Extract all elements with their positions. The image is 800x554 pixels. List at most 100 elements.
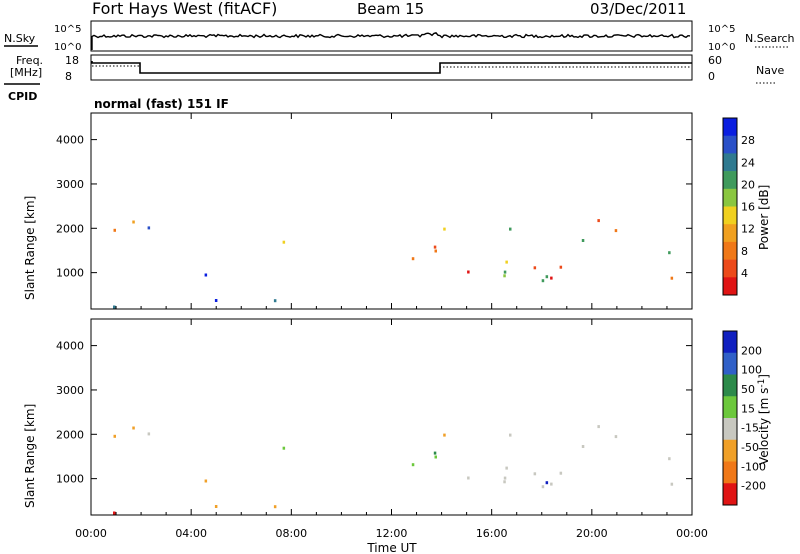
velocity-cell — [434, 455, 437, 459]
velocity-cell — [533, 472, 537, 476]
y-tick-label: 2000 — [56, 222, 84, 235]
velocity-cell — [670, 482, 674, 486]
velocity-cell — [503, 476, 507, 480]
power-cell — [509, 227, 512, 231]
velocity-cell — [273, 505, 277, 509]
freq-panel: Freq. [MHz] 18 8 60 0 Nave — [10, 54, 784, 84]
colorbar-tick-label: 20 — [741, 178, 755, 191]
x-tick-label: 20:00 — [576, 527, 608, 540]
nsky-tick-top: 10^5 — [54, 24, 81, 35]
nsky-label: N.Sky — [4, 32, 36, 45]
colorbar-tick-label: 8 — [741, 245, 748, 258]
colorbar-segment — [723, 259, 737, 278]
colorbar-segment — [723, 331, 737, 354]
colorbar-segment — [723, 277, 737, 296]
x-tick-label: 00:00 — [676, 527, 708, 540]
x-tick-label: 12:00 — [376, 527, 408, 540]
power-cell — [443, 227, 446, 231]
colorbar-segment — [723, 241, 737, 260]
x-tick-label: 04:00 — [175, 527, 207, 540]
nsearch-label: N.Search — [745, 32, 795, 45]
colorbar-segment — [723, 352, 737, 375]
colorbar-frame — [722, 330, 738, 506]
colorbar-tick-label: 28 — [741, 134, 755, 147]
power-cell — [503, 274, 506, 278]
freq-label-line1: Freq. — [16, 54, 43, 67]
x-tick-label: 00:00 — [75, 527, 107, 540]
x-tick-label: 08:00 — [275, 527, 307, 540]
velocity-cell — [668, 457, 671, 461]
power-colorbar-label: Power [dB] — [757, 185, 771, 250]
velocity-cell — [204, 479, 208, 483]
power-cell — [132, 220, 135, 224]
colorbar-segment — [723, 483, 737, 506]
colorbar-tick-label: -100 — [741, 460, 766, 473]
date-title: 03/Dec/2011 — [590, 0, 686, 18]
velocity-cell — [541, 485, 545, 489]
cpid-label: CPID — [8, 90, 37, 103]
nave-tick-top: 60 — [708, 54, 722, 67]
power-cell — [550, 276, 553, 280]
power-echo-cells — [113, 219, 674, 309]
power-cell — [113, 228, 116, 232]
colorbar-segment — [723, 439, 737, 462]
power-cell — [433, 245, 437, 249]
velocity-xticks: 00:00 04:00 08:00 12:00 16:00 20:00 00:00 — [75, 319, 708, 540]
velocity-colorbar-label: Velocity [m s-1] — [757, 374, 771, 465]
colorbar-segment — [723, 461, 737, 484]
colorbar-segment — [723, 224, 737, 243]
power-cell — [113, 305, 116, 309]
velocity-cell — [132, 426, 135, 430]
y-tick-label: 4000 — [56, 340, 84, 353]
velocity-cell — [113, 511, 116, 515]
colorbar-tick-label: 16 — [741, 201, 755, 214]
power-colorbar: 28 24 20 16 12 8 4 — [722, 117, 755, 296]
power-cell — [614, 229, 618, 233]
velocity-cell — [581, 445, 585, 448]
freq-label-line2: [MHz] — [10, 66, 42, 79]
colorbar-tick-label: -15 — [741, 422, 759, 435]
velocity-ylabel: Slant Range [km] — [23, 404, 37, 508]
station-title: Fort Hays West (fitACF) — [92, 0, 277, 18]
time-axis-label: Time UT — [366, 541, 417, 554]
velocity-cell — [503, 480, 506, 484]
power-cell — [505, 260, 508, 264]
power-cell — [503, 270, 507, 274]
colorbar-segment — [723, 118, 737, 136]
power-cell — [545, 275, 549, 279]
noise-panel-frame — [90, 20, 693, 52]
velocity-cell — [433, 451, 437, 455]
colorbar-tick-label: 4 — [741, 267, 748, 280]
colorbar-segment — [723, 418, 737, 441]
velocity-panel-frame — [90, 318, 693, 516]
beam-title: Beam 15 — [357, 0, 424, 18]
colorbar-tick-label: 100 — [741, 364, 762, 377]
power-cell — [559, 265, 563, 269]
colorbar-segment — [723, 153, 737, 172]
power-cell — [533, 266, 537, 270]
y-tick-label: 2000 — [56, 428, 84, 441]
velocity-cell — [614, 435, 618, 439]
power-cell — [214, 299, 218, 302]
freq-tick-top: 18 — [65, 54, 79, 67]
power-panel-frame — [90, 112, 693, 310]
colorbar-frame — [722, 117, 738, 296]
velocity-cell — [147, 432, 151, 436]
cpid-mode: normal (fast) 151 IF — [94, 97, 229, 111]
velocity-cell — [113, 434, 116, 438]
velocity-echo-cells — [113, 425, 674, 515]
colorbar-tick-label: 50 — [741, 383, 755, 396]
velocity-cell — [411, 463, 415, 467]
colorbar-segment — [723, 374, 737, 397]
velocity-colorbar: 200 100 50 15 -15 -50 -100 -200 — [722, 330, 766, 506]
x-tick-label: 16:00 — [476, 527, 508, 540]
velocity-cell — [282, 446, 286, 450]
nave-label: Nave — [756, 64, 784, 77]
y-tick-label: 1000 — [56, 267, 84, 280]
y-tick-label: 4000 — [56, 134, 84, 147]
power-cell — [541, 279, 545, 283]
colorbar-segment — [723, 171, 737, 190]
power-cell — [467, 270, 470, 274]
